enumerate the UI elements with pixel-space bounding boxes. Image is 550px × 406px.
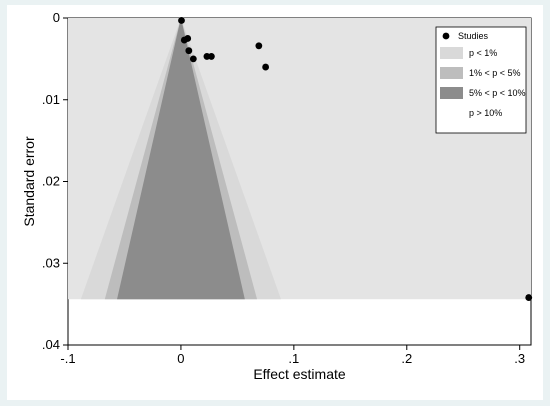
- x-axis-title: Effect estimate: [253, 366, 346, 382]
- y-axis-title: Standard error: [21, 136, 37, 227]
- study-point: [255, 42, 263, 50]
- legend-marker-studies: [442, 32, 450, 40]
- y-tick-label: .02: [42, 174, 60, 189]
- legend-swatch-4: [440, 107, 463, 119]
- legend-swatch-1: [440, 47, 463, 59]
- study-point: [184, 35, 192, 42]
- legend-swatch-2: [440, 67, 463, 79]
- x-tick-label: .2: [401, 351, 412, 366]
- axes: -.1 0 .1 .2 .3 0 .01 .02 .03 .04: [42, 10, 525, 366]
- study-point: [185, 47, 193, 55]
- study-point: [208, 53, 215, 60]
- x-tick-label: 0: [177, 351, 184, 366]
- legend-label-2: 1% < p < 5%: [469, 68, 521, 78]
- x-tick-label: -.1: [60, 351, 75, 366]
- x-tick-label: .1: [288, 351, 299, 366]
- study-point: [262, 63, 270, 71]
- contour-regions: [68, 18, 531, 300]
- data-points: [178, 17, 533, 301]
- y-tick-label: .03: [42, 255, 60, 270]
- study-point: [189, 55, 197, 63]
- contour-region-3: [117, 18, 245, 300]
- legend-label-studies: Studies: [458, 31, 489, 41]
- study-point: [525, 294, 533, 301]
- legend-label-3: 5% < p < 10%: [469, 88, 526, 98]
- y-tick-label: 0: [53, 10, 60, 25]
- legend-label-1: p < 1%: [469, 48, 497, 58]
- study-point: [178, 17, 185, 24]
- x-tick-label: .3: [514, 351, 525, 366]
- legend-label-4: p > 10%: [469, 108, 502, 118]
- legend: Studies p < 1% 1% < p < 5% 5% < p < 10% p > …: [435, 26, 527, 134]
- y-tick-label: .01: [42, 92, 60, 107]
- y-tick-label: .04: [42, 337, 60, 352]
- legend-swatch-3: [440, 87, 463, 99]
